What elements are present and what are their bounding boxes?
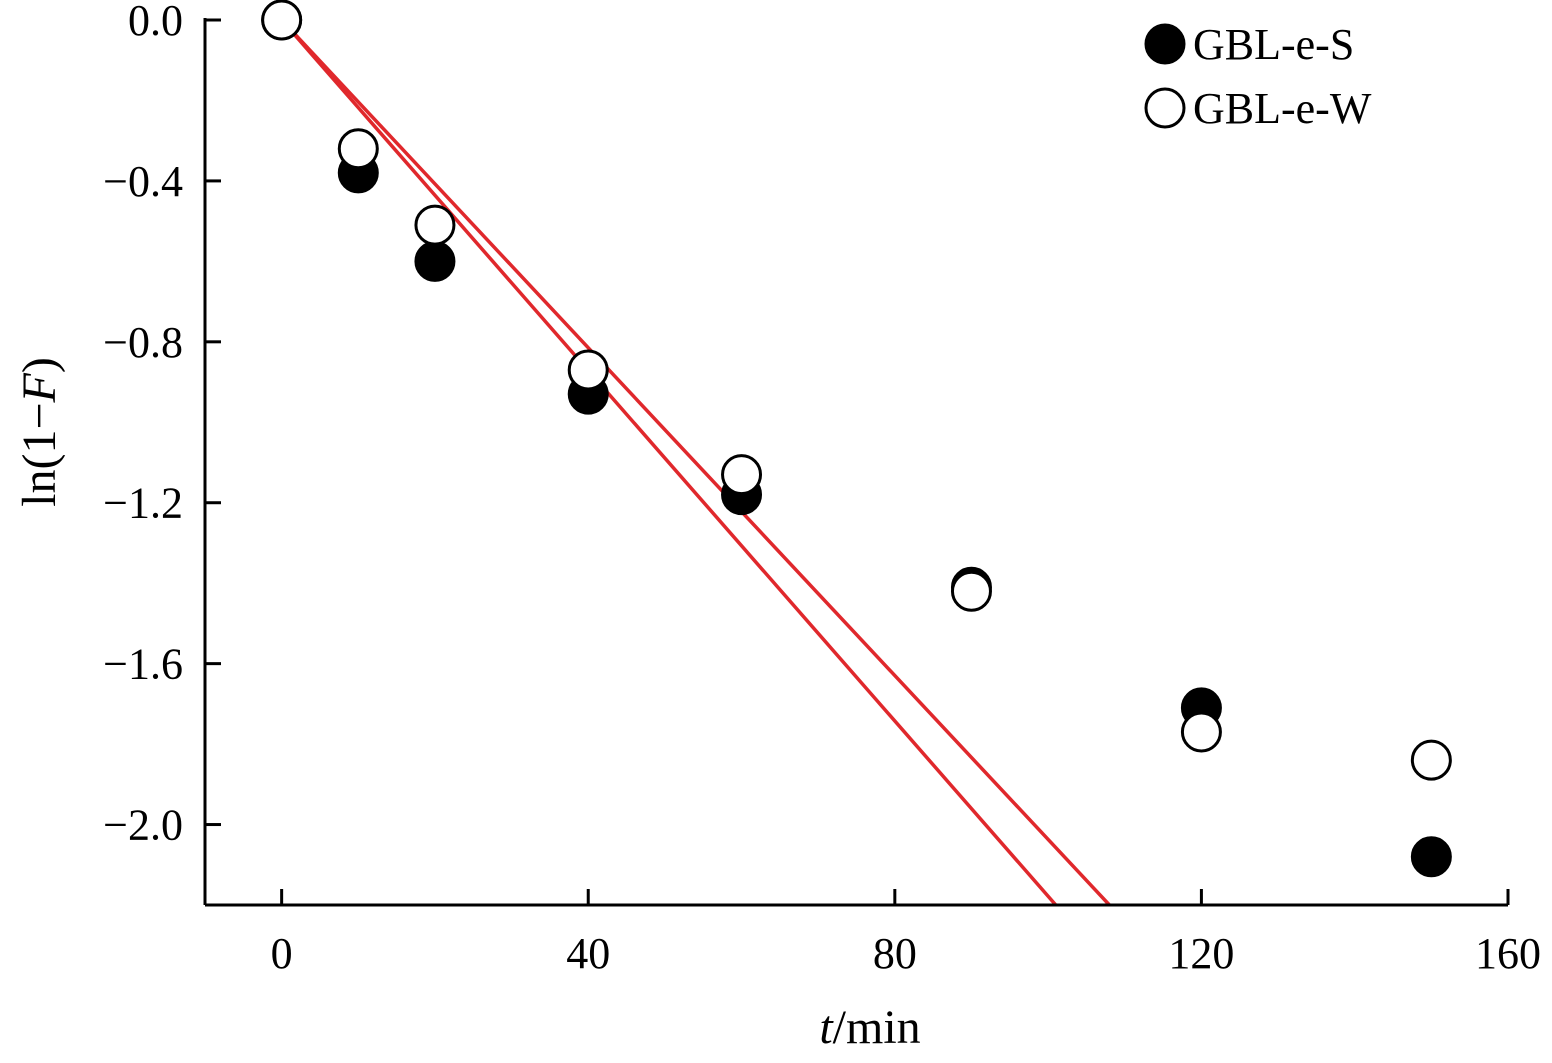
open-marker-GBL-e-W (567, 349, 609, 391)
legend-marker-1 (1144, 23, 1186, 65)
x-axis-title: t/min (819, 1001, 920, 1054)
x-tick-label: 0 (271, 929, 293, 978)
filled-marker-GBL-e-S (1410, 836, 1452, 878)
x-axis-title-rest: /min (833, 1001, 921, 1054)
y-axis-title: ln(1−F) (13, 357, 66, 507)
y-tick-label: 0.0 (128, 0, 183, 45)
open-marker-GBL-e-W (337, 128, 379, 170)
open-marker-GBL-e-W (721, 454, 763, 496)
y-tick-label: −1.2 (103, 479, 183, 528)
open-marker-GBL-e-W (950, 570, 992, 612)
x-tick-label: 80 (873, 929, 917, 978)
open-marker-GBL-e-W (1180, 711, 1222, 753)
data-markers (261, 0, 1452, 878)
y-tick-label: −2.0 (103, 801, 183, 850)
legend-label-1: GBL-e-S (1193, 20, 1354, 69)
fit-line-1 (280, 18, 1058, 907)
axes: 0 40 80 120 160 0.0 −0.4 −0.8 −1.2 −1.6 −2.0 (103, 0, 1541, 978)
x-axis-title-italic: t (819, 1001, 834, 1054)
legend-marker-2 (1144, 87, 1186, 129)
open-marker-GBL-e-W (261, 0, 303, 41)
legend: GBL-e-S GBL-e-W (1144, 20, 1372, 133)
x-tick-label: 40 (566, 929, 610, 978)
open-marker-GBL-e-W (1410, 739, 1452, 781)
fit-lines (280, 18, 1111, 907)
x-tick-label: 120 (1168, 929, 1234, 978)
legend-label-2: GBL-e-W (1193, 84, 1372, 133)
y-tick-label: −1.6 (103, 640, 183, 689)
x-tick-label: 160 (1475, 929, 1541, 978)
y-axis-title-post: ) (13, 357, 66, 373)
y-axis-title-pre: ln(1− (13, 402, 66, 506)
fit-line-2 (280, 18, 1111, 907)
y-axis-title-italic: F (13, 372, 66, 403)
open-marker-GBL-e-W (414, 204, 456, 246)
y-tick-label: −0.4 (103, 157, 183, 206)
y-tick-label: −0.8 (103, 318, 183, 367)
filled-marker-GBL-e-S (414, 240, 456, 282)
